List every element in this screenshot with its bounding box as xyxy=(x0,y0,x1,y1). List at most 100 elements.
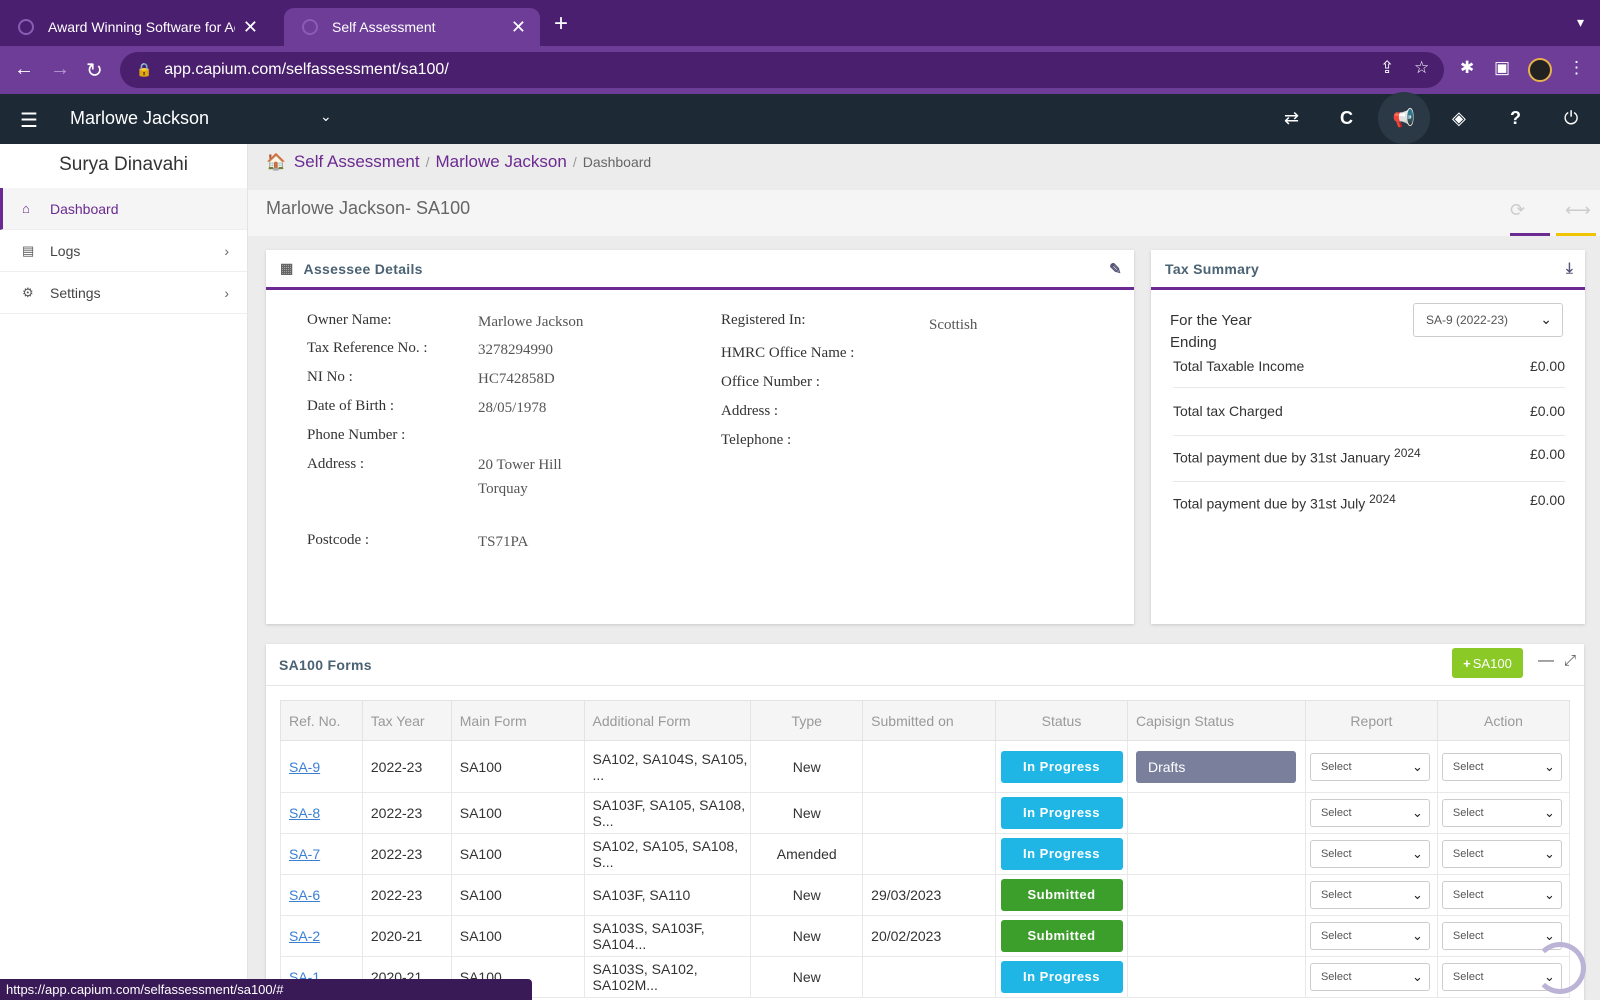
announcement-megaphone-icon[interactable]: 📢 xyxy=(1378,92,1430,144)
report-select[interactable]: Select ⌄ xyxy=(1309,881,1430,909)
page-header xyxy=(248,190,1600,236)
status-badge: In Progress xyxy=(1000,838,1123,870)
url-text: app.capium.com/selfassessment/sa100/ xyxy=(164,61,449,78)
page-title: Marlowe Jackson- SA100 xyxy=(266,198,471,218)
side-panel-icon[interactable]: ▣ xyxy=(1494,58,1511,77)
report-select[interactable]: Select ⌄ xyxy=(1309,799,1430,827)
ref-link[interactable]: SA-7 xyxy=(289,846,321,862)
switch-arrows-icon[interactable]: ⇄ xyxy=(1284,108,1300,128)
col-main-form[interactable]: Main Form xyxy=(450,700,585,741)
forward-arrow-icon[interactable]: → xyxy=(50,58,70,80)
url-field[interactable]: 🔒 app.capium.com/selfassessment/sa100/ xyxy=(120,52,1444,88)
col-tax-year[interactable]: Tax Year xyxy=(361,700,452,741)
col-submitted-on[interactable]: Submitted on xyxy=(862,700,997,741)
ref-link[interactable]: SA-2 xyxy=(289,928,321,944)
app-header: ☰ Marlowe Jackson ⌄ ⇄ C 📢 ◈ ? ⏻ xyxy=(0,92,1600,144)
profile-avatar[interactable] xyxy=(1528,58,1552,82)
tab-title: Award Winning Software for Ac xyxy=(48,19,235,35)
col-ref-no[interactable]: Ref. No. xyxy=(280,700,363,741)
reload-icon[interactable]: ↻ xyxy=(86,60,103,82)
col-additional-form[interactable]: Additional Form xyxy=(583,700,752,741)
panel-header: ▦ Assessee Details ✎ xyxy=(266,250,1134,290)
breadcrumb-client[interactable]: Marlowe Jackson xyxy=(435,152,567,171)
browser-tab[interactable]: Award Winning Software for Ac ✕ xyxy=(0,8,272,46)
ticket-icon[interactable]: ◈ xyxy=(1452,108,1466,128)
ref-link[interactable]: SA-9 xyxy=(289,758,321,775)
back-arrow-icon[interactable]: ← xyxy=(14,58,34,80)
report-select[interactable]: Select ⌄ xyxy=(1309,963,1430,991)
chevron-right-icon: › xyxy=(224,242,229,259)
expand-icon[interactable]: ⤢ xyxy=(1564,652,1577,669)
resize-arrows-icon[interactable]: ⟷ xyxy=(1565,200,1591,220)
address-line1: 20 Tower Hill xyxy=(478,457,562,473)
help-question-icon[interactable]: ? xyxy=(1510,108,1521,128)
bookmark-star-icon[interactable]: ☆ xyxy=(1414,58,1430,77)
chevron-down-icon: ⌄ xyxy=(1544,758,1555,774)
report-select[interactable]: Select ⌄ xyxy=(1309,840,1430,868)
sidebar-item-dashboard[interactable]: ⌂ Dashboard xyxy=(0,188,247,230)
status-badge: In Progress xyxy=(1000,750,1123,783)
ni-no-label: NI No : xyxy=(307,369,353,385)
sidebar-item-settings[interactable]: ⚙ Settings › xyxy=(0,272,247,314)
edit-icon[interactable]: ✎ xyxy=(1109,260,1122,278)
ref-link[interactable]: SA-8 xyxy=(289,805,321,821)
add-sa100-button[interactable]: + SA100 xyxy=(1452,648,1523,678)
hmrc-office-label: HMRC Office Name : xyxy=(721,345,855,361)
minimize-icon[interactable]: — xyxy=(1538,652,1554,669)
share-icon[interactable]: ⇪ xyxy=(1380,58,1395,77)
year-ending-select[interactable]: SA-9 (2022-23) ⌄ xyxy=(1413,303,1563,337)
hamburger-menu-icon[interactable]: ☰ xyxy=(20,110,38,132)
chevron-down-icon: ⌄ xyxy=(1544,846,1555,861)
browser-tab-active[interactable]: Self Assessment ✕ xyxy=(284,8,540,46)
capium-favicon-icon xyxy=(302,19,318,35)
action-select[interactable]: Select ⌄ xyxy=(1441,881,1562,909)
client-chevron-down-icon[interactable]: ⌄ xyxy=(320,108,332,124)
table-row: SA-2 2020-21 SA100 SA103S, SA103F, SA104… xyxy=(280,915,1571,957)
chevron-down-icon: ⌄ xyxy=(1412,928,1423,943)
sidebar-item-logs[interactable]: ▤ Logs › xyxy=(0,230,247,272)
report-select[interactable]: Select ⌄ xyxy=(1309,752,1430,781)
refresh-icon[interactable]: ⟳ xyxy=(1510,200,1526,220)
action-select[interactable]: Select ⌄ xyxy=(1441,840,1562,868)
tax-ref-value: 3278294990 xyxy=(478,342,553,358)
breadcrumb-self-assessment[interactable]: Self Assessment xyxy=(293,152,420,171)
chevron-down-icon: ⌄ xyxy=(1412,969,1423,984)
chevron-down-icon: ⌄ xyxy=(1412,846,1423,861)
tax-summary-row: Total payment due by 31st July 2024 £0.0… xyxy=(1173,492,1565,512)
office-address-label: Address : xyxy=(721,403,779,419)
capisign-status-badge: Drafts xyxy=(1135,750,1296,783)
browser-status-url: https://app.capium.com/selfassessment/sa… xyxy=(0,979,532,1000)
dob-label: Date of Birth : xyxy=(307,398,395,414)
tab-search-chevron-icon[interactable]: ▾ xyxy=(1576,14,1584,30)
col-action: Action xyxy=(1436,700,1571,741)
action-select[interactable]: Select ⌄ xyxy=(1441,922,1562,950)
download-icon[interactable]: ⤓ xyxy=(1566,260,1573,277)
power-logout-icon[interactable]: ⏻ xyxy=(1564,108,1579,128)
close-tab-icon[interactable]: ✕ xyxy=(510,16,526,37)
chevron-down-icon: ⌄ xyxy=(1412,887,1423,902)
close-tab-icon[interactable]: ✕ xyxy=(242,16,258,37)
action-select[interactable]: Select ⌄ xyxy=(1441,752,1562,781)
owner-name-label: Owner Name: xyxy=(307,312,392,328)
ni-no-value: HC742858D xyxy=(478,371,555,387)
gear-icon: ⚙ xyxy=(22,284,34,300)
col-type[interactable]: Type xyxy=(750,700,864,741)
chevron-down-icon: ⌄ xyxy=(1544,928,1555,943)
sidebar-item-label: Settings xyxy=(50,284,101,301)
new-tab-plus-icon[interactable]: + xyxy=(554,10,569,37)
home-icon[interactable]: 🏠 xyxy=(266,154,286,171)
extensions-puzzle-icon[interactable]: ✱ xyxy=(1460,58,1475,77)
browser-tab-bar: Award Winning Software for Ac ✕ Self Ass… xyxy=(0,0,1600,46)
chevron-down-icon: ⌄ xyxy=(1412,805,1423,820)
status-badge: In Progress xyxy=(1000,961,1123,993)
col-capisign-status[interactable]: Capisign Status xyxy=(1126,700,1306,741)
ref-link[interactable]: SA-6 xyxy=(289,887,321,903)
browser-menu-icon[interactable]: ⋮ xyxy=(1568,58,1585,77)
client-name[interactable]: Marlowe Jackson xyxy=(70,108,210,128)
capium-logo-icon[interactable]: C xyxy=(1340,108,1353,128)
action-select[interactable]: Select ⌄ xyxy=(1441,799,1562,827)
col-status[interactable]: Status xyxy=(995,700,1128,741)
report-select[interactable]: Select ⌄ xyxy=(1309,922,1430,950)
tax-ref-label: Tax Reference No. : xyxy=(307,340,428,356)
sa100-forms-table: Ref. No. Tax Year Main Form Additional F… xyxy=(280,700,1571,998)
